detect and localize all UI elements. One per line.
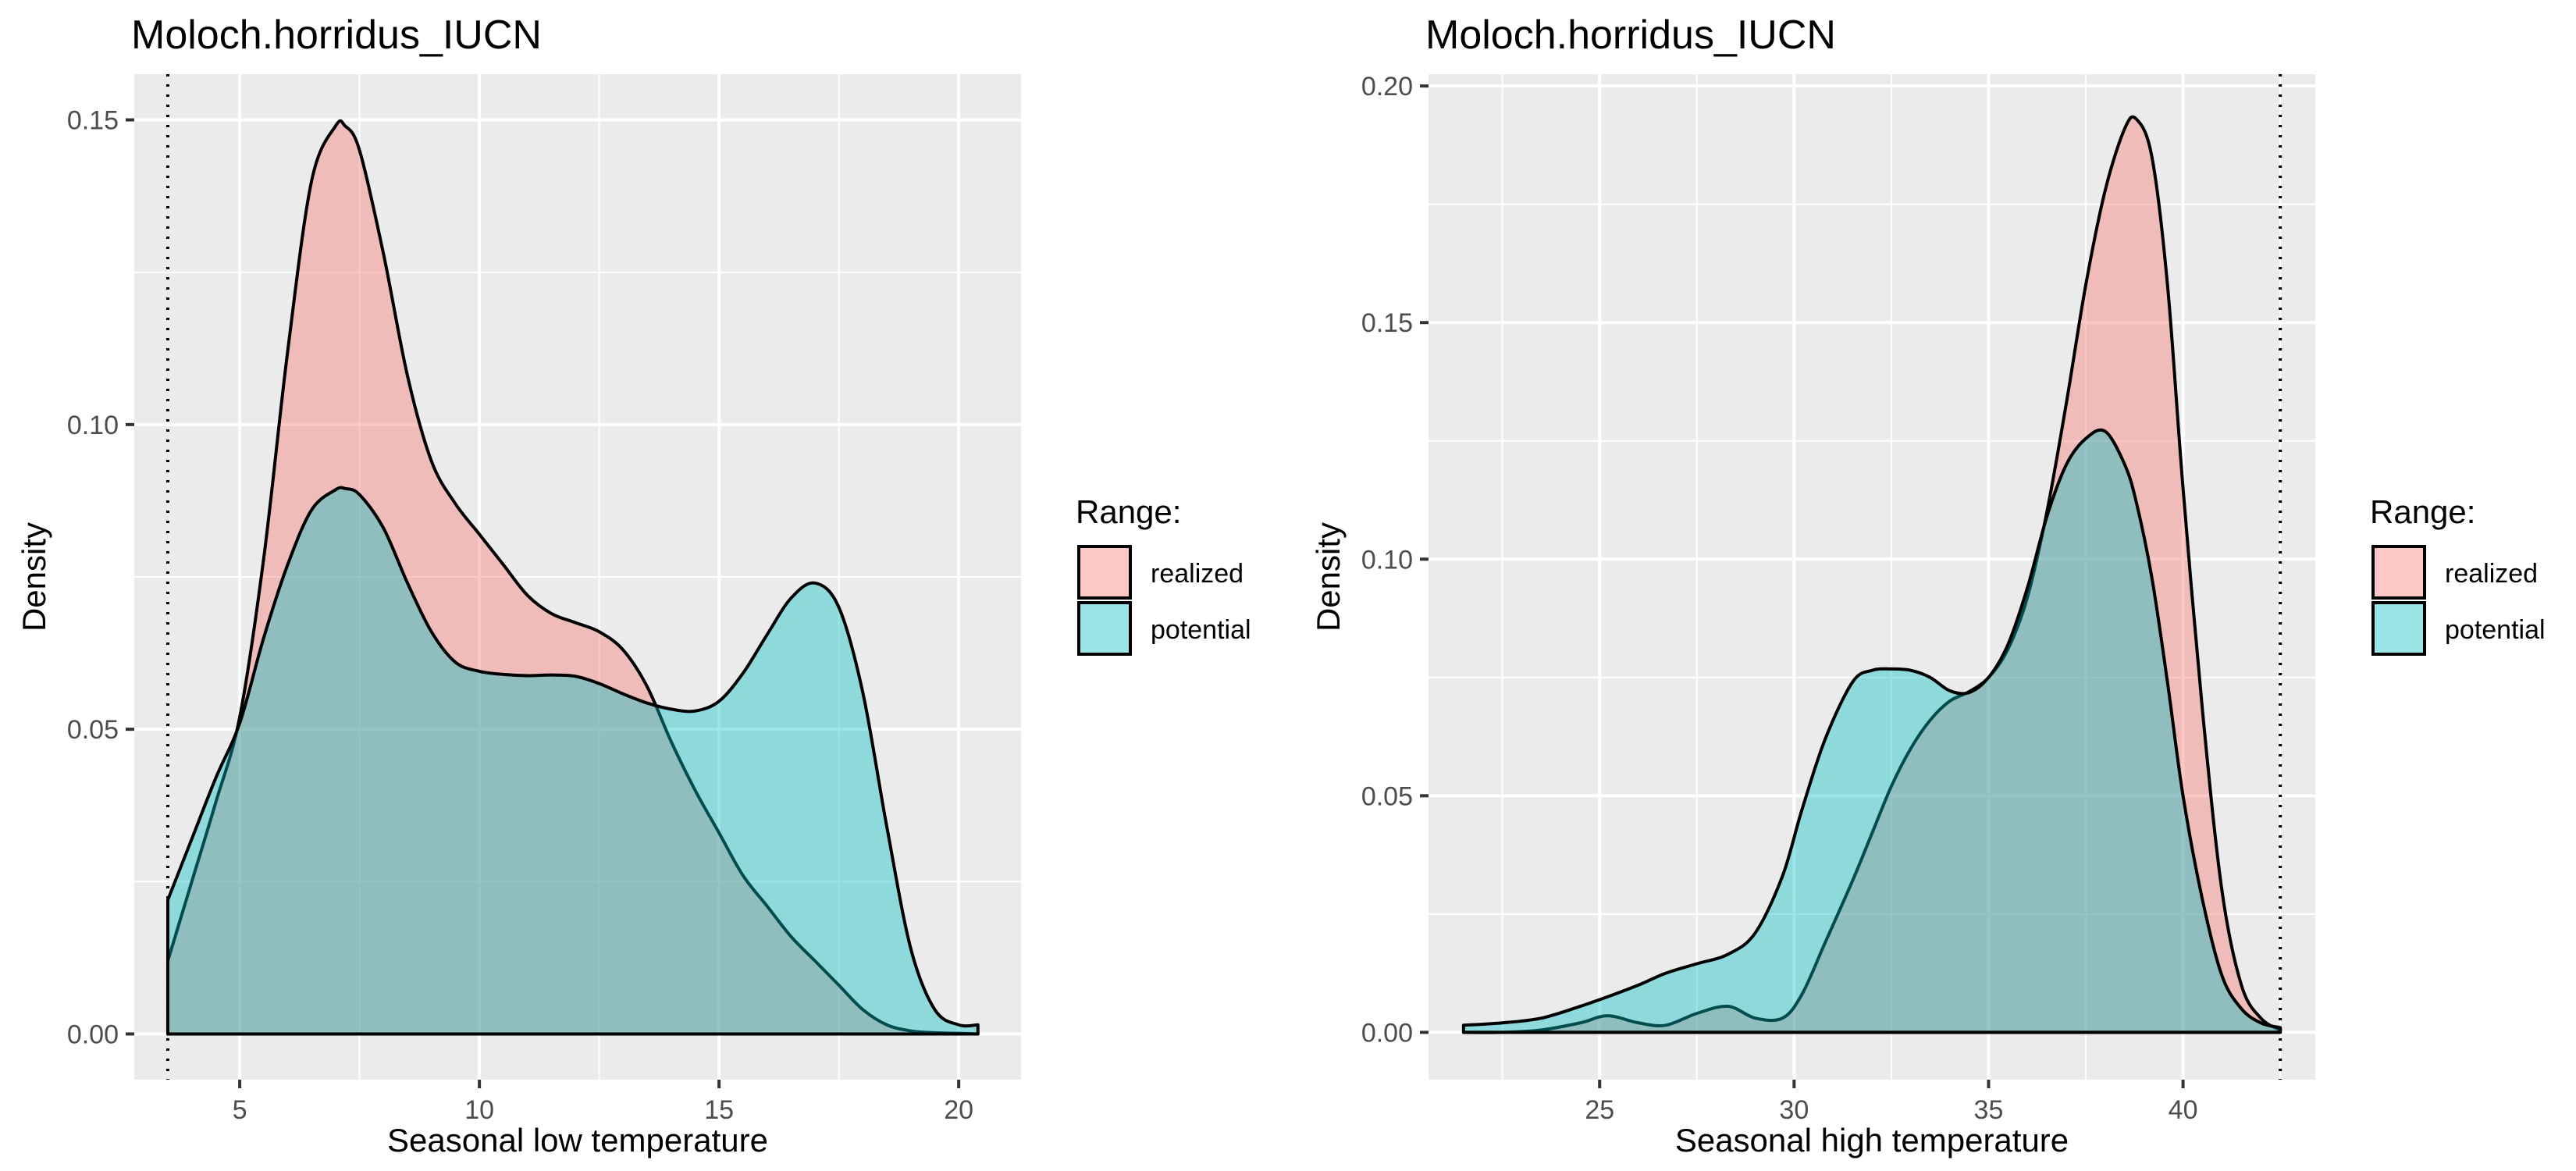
- left-x-tick-label: 10: [464, 1095, 494, 1125]
- right-y-axis-title: Density: [1310, 522, 1347, 632]
- right-y-tick-label: 0.05: [1361, 781, 1413, 811]
- right-legend-key-realized: [2371, 545, 2426, 600]
- left-y-axis: 0.00 0.05 0.10 0.15: [67, 106, 134, 1049]
- right-y-tick-label: 0.20: [1361, 72, 1413, 101]
- right-y-axis: 0.00 0.05 0.10 0.15 0.20: [1361, 72, 1429, 1048]
- left-y-tick-label: 0.00: [67, 1020, 119, 1049]
- right-x-axis: 25 30 35 40: [1585, 1080, 2198, 1125]
- left-legend-key-realized: [1077, 545, 1132, 600]
- left-x-axis-title: Seasonal low temperature: [387, 1122, 768, 1159]
- right-legend: Range: realized potential: [2370, 493, 2546, 656]
- right-x-tick-label: 40: [2169, 1095, 2198, 1125]
- left-legend-key-potential: [1077, 601, 1132, 656]
- left-density-realized: [165, 119, 980, 1036]
- left-y-tick-label: 0.10: [67, 411, 119, 440]
- right-x-tick-label: 35: [1974, 1095, 2004, 1125]
- right-chart-title: Moloch.horridus_IUCN: [1425, 12, 1836, 58]
- left-y-tick-label: 0.15: [67, 106, 119, 136]
- left-legend-label-realized: realized: [1151, 559, 1244, 589]
- left-x-tick-label: 5: [233, 1095, 247, 1125]
- left-x-tick-label: 15: [704, 1095, 734, 1125]
- right-density-areas: [1461, 115, 2282, 1034]
- left-legend-title: Range:: [1076, 493, 1181, 530]
- right-legend-label-potential: potential: [2445, 615, 2546, 645]
- right-plot-background: [1429, 74, 2315, 1080]
- left-chart-title: Moloch.horridus_IUCN: [131, 12, 542, 58]
- right-x-tick-label: 25: [1585, 1095, 1614, 1125]
- left-legend-label-potential: potential: [1151, 615, 1251, 645]
- right-y-tick-label: 0.15: [1361, 308, 1413, 338]
- right-x-tick-label: 30: [1779, 1095, 1809, 1125]
- left-y-axis-title: Density: [16, 522, 52, 632]
- right-panel: Moloch.horridus_IUCN 0.00 0.05 0.10 0.15 0.2…: [1310, 12, 2546, 1159]
- right-legend-title: Range:: [2370, 493, 2475, 530]
- right-legend-key-potential: [2371, 601, 2426, 656]
- left-legend: Range: realized potential: [1076, 493, 1251, 656]
- left-panel: Moloch.horridus_IUCN 0.00 0.05 0.10 0.15 5 1…: [16, 12, 1251, 1159]
- right-density-potential: [1461, 428, 2282, 1034]
- right-y-tick-label: 0.10: [1361, 545, 1413, 575]
- right-x-axis-title: Seasonal high temperature: [1675, 1122, 2069, 1159]
- left-x-axis: 5 10 15 20: [233, 1080, 973, 1125]
- left-y-tick-label: 0.05: [67, 715, 119, 745]
- left-x-tick-label: 20: [944, 1095, 973, 1125]
- right-legend-label-realized: realized: [2445, 559, 2538, 589]
- left-density-areas: [165, 119, 980, 1036]
- left-density-potential: [165, 486, 980, 1036]
- right-y-tick-label: 0.00: [1361, 1018, 1413, 1048]
